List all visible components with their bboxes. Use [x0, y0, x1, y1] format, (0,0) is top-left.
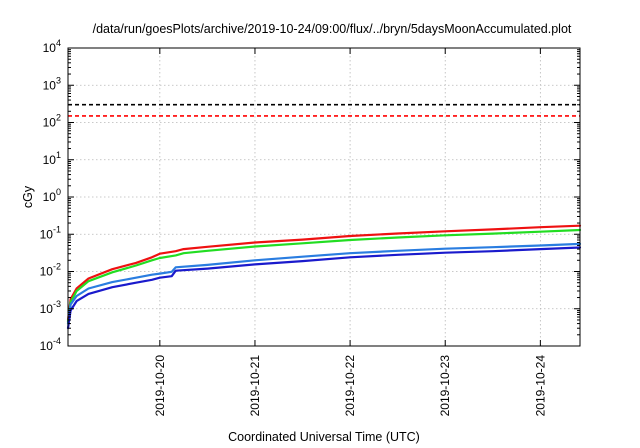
x-tick-label: 2019-10-22	[343, 355, 357, 417]
y-tick-label: 10-4	[40, 336, 61, 353]
y-tick-base: 10	[43, 78, 57, 92]
x-axis-title: Coordinated Universal Time (UTC)	[228, 430, 420, 444]
x-tick-label: 2019-10-23	[438, 355, 452, 417]
y-tick-exponent: 2	[56, 113, 61, 123]
y-tick-exponent: 4	[56, 38, 61, 48]
y-tick-exponent: 1	[56, 150, 61, 160]
y-tick-label: 104	[43, 38, 61, 55]
y-tick-base: 10	[43, 190, 57, 204]
y-tick-exponent: -4	[53, 336, 61, 346]
x-tick-label: 2019-10-21	[248, 355, 262, 417]
series-line	[66, 224, 582, 322]
y-tick-label: 10-2	[40, 262, 61, 279]
y-tick-base: 10	[43, 41, 57, 55]
series-line	[66, 228, 582, 323]
y-tick-label: 102	[43, 113, 61, 130]
y-axis-title: cGy	[21, 185, 35, 208]
y-tick-exponent: -1	[53, 224, 61, 234]
chart-title: /data/run/goesPlots/archive/2019-10-24/0…	[93, 22, 572, 36]
x-tick-label: 2019-10-20	[153, 355, 167, 417]
series-line	[66, 246, 582, 330]
y-tick-base: 10	[43, 153, 57, 167]
y-tick-label: 101	[43, 150, 61, 167]
threshold-layer	[68, 103, 580, 117]
y-tick-exponent: 3	[56, 75, 61, 85]
y-tick-label: 10-1	[40, 224, 61, 241]
grid-layer	[68, 48, 580, 346]
y-tick-label: 103	[43, 75, 61, 92]
y-tick-base: 10	[40, 227, 54, 241]
y-tick-base: 10	[40, 265, 54, 279]
y-tick-label: 100	[43, 187, 61, 204]
x-tick-label: 2019-10-24	[533, 355, 547, 417]
series-layer	[66, 224, 582, 330]
y-tick-exponent: -2	[53, 262, 61, 272]
y-tick-label: 10-3	[40, 299, 61, 316]
y-tick-base: 10	[40, 339, 54, 353]
y-tick-exponent: -3	[53, 299, 61, 309]
x-axis: 2019-10-20 2019-10-21 2019-10-22 2019-10-23…	[153, 48, 547, 417]
y-tick-base: 10	[40, 302, 54, 316]
y-tick-exponent: 0	[56, 187, 61, 197]
y-tick-base: 10	[43, 116, 57, 130]
series-line	[66, 242, 582, 325]
